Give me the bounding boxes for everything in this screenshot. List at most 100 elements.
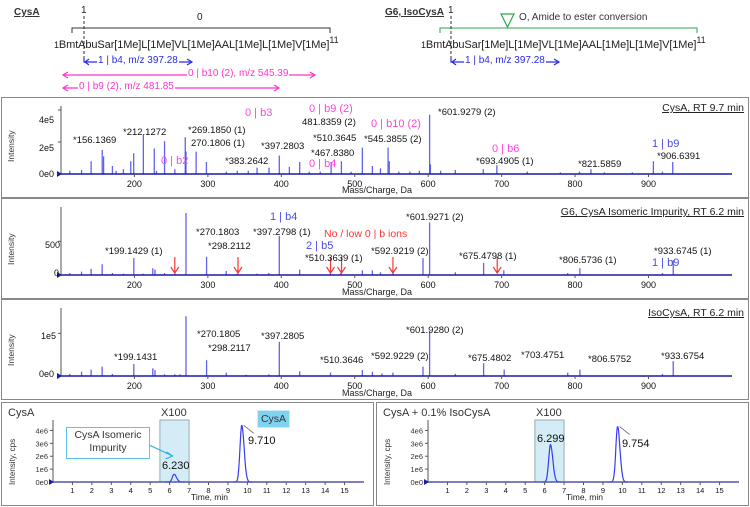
peak-label: *592.9219 (2): [371, 246, 429, 257]
x-tick-label: 7: [187, 486, 191, 495]
y-tick-label: 0e0: [410, 478, 423, 487]
peak-label: 9.754: [622, 438, 650, 450]
highlight-label: X100: [536, 407, 562, 419]
x-tick-label: 600: [421, 381, 436, 391]
origin-marker-icon: [57, 373, 62, 379]
peak-label: *383.2642: [225, 156, 269, 167]
peak-label: *199.1431: [114, 352, 158, 363]
left-fragment-b10: 0 | b10 (2), m/z 545.39: [187, 68, 290, 79]
spectrum-title: CysA, RT 9.7 min: [662, 102, 744, 114]
y-tick-label: 3e6: [35, 439, 48, 448]
x-tick-label: 11: [638, 486, 646, 495]
x-tick-label: 9: [226, 486, 230, 495]
x-tick-label: 900: [641, 179, 656, 189]
cysa-callout: CysA: [257, 410, 290, 428]
x-tick-label: 5: [148, 486, 152, 495]
peak-label: *933.6754: [661, 351, 705, 362]
origin-marker-icon: [57, 171, 62, 177]
peak-label: *510.3645: [313, 133, 357, 144]
fragment-annotation: 0 | b2: [161, 155, 189, 167]
ester-triangle-icon: [500, 13, 515, 29]
spectrum-chart-cysa: 200 300 400 500 600 700 800 900: [57, 106, 732, 189]
peak-label: *270.1803: [196, 227, 240, 238]
spectrum-title: G6, CysA Isomeric Impurity, RT 6.2 min: [560, 206, 744, 218]
peak-label-leader: [619, 426, 630, 435]
x-axis-label: Mass/Charge, Da: [342, 388, 413, 398]
peak-label: 481.8359 (2): [302, 117, 356, 128]
red-arrow-icon: [337, 257, 347, 275]
x-tick-label: 8: [206, 486, 210, 495]
y-axis-label: Intensity, cps: [8, 438, 17, 485]
right-fragment-b4: 1 | b4, m/z 397.28: [464, 55, 546, 66]
peak-label: *821.5859: [578, 159, 622, 170]
y-tick: 4e5: [39, 115, 55, 125]
peak-label: *298.2112: [208, 241, 251, 252]
spectrum-panel-g6: 200 300 400 500 600 700 800 900 G6, CysA Isomer…: [1, 198, 749, 299]
ester-modification-label: O, Amide to ester conversion: [519, 12, 648, 23]
peak-label: *397.2803: [261, 141, 305, 152]
x-tick-label: 700: [494, 179, 509, 189]
left-fragment-b4: 1 | b4, m/z 397.28: [97, 55, 179, 66]
peak-label: *156.1369: [73, 135, 117, 146]
x-tick-label: 3: [109, 486, 113, 495]
x-tick-label: 13: [677, 486, 685, 495]
right-sequence: 1BmtAbuSar[1Me]L[1Me]VL[1Me]AAL[1Me]L[1M…: [421, 35, 706, 51]
peak-label: *199.1429 (1): [105, 246, 163, 257]
peak-label: 270.1806 (1): [191, 138, 245, 149]
chromatogram-peak: [233, 424, 253, 483]
x-tick-label: 1: [70, 486, 74, 495]
x-tick-label: 200: [127, 280, 142, 290]
left-sequence: 1BmtAbuSar[1Me]L[1Me]VL[1Me]AAL[1Me]L[1M…: [54, 35, 339, 51]
peak-label: *703.4751: [521, 350, 565, 361]
peak-label: *933.6745 (1): [654, 246, 712, 257]
x-tick-label: 600: [421, 280, 436, 290]
right-ester-bracket: [439, 27, 698, 33]
fragment-annotation: 1 | b9: [652, 138, 680, 150]
x-tick-label: 14: [321, 486, 329, 495]
right-cleavage-index: 1: [448, 5, 454, 16]
x-tick-label: 900: [641, 381, 656, 391]
x100-highlight-region: [159, 419, 190, 483]
fragment-annotation: 1 | b9: [652, 257, 680, 269]
spectrum-panel-isocysa: 200 300 400 500 600 700 800 900 IsoCysA, RT 6.2…: [1, 299, 749, 400]
red-arrow-icon: [388, 257, 398, 275]
y-tick: 500: [45, 240, 61, 250]
y-axis-label: Intensity, cps: [383, 438, 392, 485]
peak-label: *510.3646: [320, 355, 364, 366]
x-tick-label: 7: [562, 486, 566, 495]
x-tick-label: 200: [127, 381, 142, 391]
fragment-annotation: 0 | b4: [309, 158, 337, 170]
x-tick-label: 12: [282, 486, 290, 495]
x-tick-label: 500: [347, 280, 362, 290]
y-tick: 0e0: [39, 369, 55, 379]
origin-marker-icon: [424, 479, 429, 485]
x-axis-label: Time, min: [191, 492, 228, 502]
x-tick-label: 6: [168, 486, 172, 495]
x-tick-label: 10: [618, 486, 626, 495]
y-tick-label: 2e6: [410, 452, 423, 461]
x-tick-label: 700: [494, 381, 509, 391]
x-tick-label: 3: [484, 486, 488, 495]
peak-label: *675.4802: [468, 353, 512, 364]
peak-label: *545.3855 (2): [364, 134, 422, 145]
peak-label: *397.2805: [261, 331, 305, 342]
y-tick-label: 4e6: [410, 426, 423, 435]
red-arrow-icon: [492, 257, 502, 275]
x-tick-label: 200: [127, 179, 142, 189]
x-tick-label: 2: [90, 486, 94, 495]
left-ring-bracket: [71, 27, 331, 33]
y-tick-label: 2e6: [35, 452, 48, 461]
left-fragment-b9: 0 | b9 (2), m/z 481.85: [78, 81, 175, 92]
peak-label: *675.4798 (1): [459, 251, 517, 262]
chromatogram-panel-right: 0e0 1e6 2e6 3e6 4e6 1 2 3 4 5 6 7 8 9 10 11 12 13 14 15 Cys…: [376, 402, 749, 506]
peak-label: *906.6391: [657, 151, 701, 162]
x-tick-label: 15: [715, 486, 723, 495]
y-axis-label: Intensity: [6, 130, 16, 162]
peak-label: 9.710: [248, 435, 276, 447]
x-tick-label: 10: [243, 486, 251, 495]
left-cleavage-index: 1: [81, 5, 87, 16]
x-axis-label: Mass/Charge, Da: [342, 287, 413, 297]
peak-label: *601.9271 (2): [406, 212, 464, 223]
